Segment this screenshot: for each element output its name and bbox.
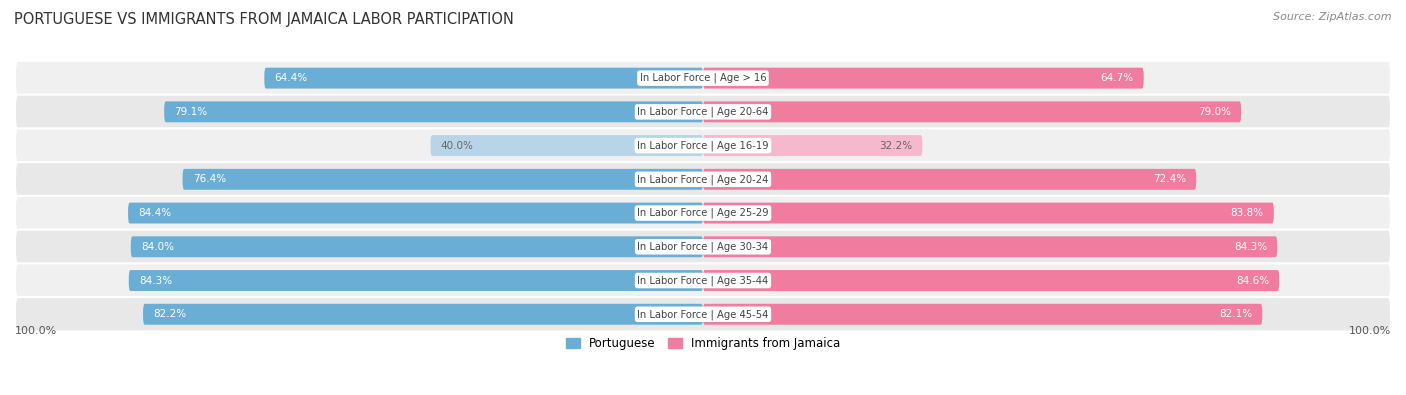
FancyBboxPatch shape [15,229,1391,264]
Text: In Labor Force | Age 35-44: In Labor Force | Age 35-44 [637,275,769,286]
Text: 84.0%: 84.0% [141,242,174,252]
FancyBboxPatch shape [165,102,703,122]
FancyBboxPatch shape [15,297,1391,331]
Text: 82.2%: 82.2% [153,309,187,319]
FancyBboxPatch shape [703,68,1143,88]
FancyBboxPatch shape [15,128,1391,163]
Text: 83.8%: 83.8% [1230,208,1264,218]
Text: 84.3%: 84.3% [139,276,172,286]
Text: In Labor Force | Age 16-19: In Labor Force | Age 16-19 [637,140,769,151]
FancyBboxPatch shape [15,196,1391,230]
FancyBboxPatch shape [128,203,703,224]
Text: In Labor Force | Age 25-29: In Labor Force | Age 25-29 [637,208,769,218]
Text: In Labor Force | Age 30-34: In Labor Force | Age 30-34 [637,241,769,252]
Text: 100.0%: 100.0% [1348,326,1391,336]
FancyBboxPatch shape [703,102,1241,122]
Text: Source: ZipAtlas.com: Source: ZipAtlas.com [1274,12,1392,22]
FancyBboxPatch shape [264,68,703,88]
FancyBboxPatch shape [703,236,1277,257]
FancyBboxPatch shape [129,270,703,291]
FancyBboxPatch shape [15,162,1391,197]
Text: In Labor Force | Age 20-64: In Labor Force | Age 20-64 [637,107,769,117]
FancyBboxPatch shape [15,61,1391,95]
FancyBboxPatch shape [15,263,1391,298]
FancyBboxPatch shape [430,135,703,156]
Text: 76.4%: 76.4% [193,174,226,184]
Text: 100.0%: 100.0% [15,326,58,336]
Text: PORTUGUESE VS IMMIGRANTS FROM JAMAICA LABOR PARTICIPATION: PORTUGUESE VS IMMIGRANTS FROM JAMAICA LA… [14,12,515,27]
Legend: Portuguese, Immigrants from Jamaica: Portuguese, Immigrants from Jamaica [561,332,845,355]
Text: 84.6%: 84.6% [1236,276,1270,286]
Text: 40.0%: 40.0% [440,141,474,150]
Text: 64.4%: 64.4% [274,73,308,83]
FancyBboxPatch shape [131,236,703,257]
Text: 84.4%: 84.4% [138,208,172,218]
Text: 84.3%: 84.3% [1234,242,1267,252]
Text: 64.7%: 64.7% [1101,73,1133,83]
Text: In Labor Force | Age 45-54: In Labor Force | Age 45-54 [637,309,769,320]
FancyBboxPatch shape [703,304,1263,325]
FancyBboxPatch shape [183,169,703,190]
FancyBboxPatch shape [703,169,1197,190]
FancyBboxPatch shape [15,95,1391,129]
Text: 79.1%: 79.1% [174,107,208,117]
Text: 82.1%: 82.1% [1219,309,1251,319]
FancyBboxPatch shape [703,203,1274,224]
Text: In Labor Force | Age 20-24: In Labor Force | Age 20-24 [637,174,769,184]
FancyBboxPatch shape [143,304,703,325]
FancyBboxPatch shape [703,270,1279,291]
Text: 32.2%: 32.2% [879,141,912,150]
FancyBboxPatch shape [703,135,922,156]
Text: In Labor Force | Age > 16: In Labor Force | Age > 16 [640,73,766,83]
Text: 72.4%: 72.4% [1153,174,1187,184]
Text: 79.0%: 79.0% [1198,107,1230,117]
